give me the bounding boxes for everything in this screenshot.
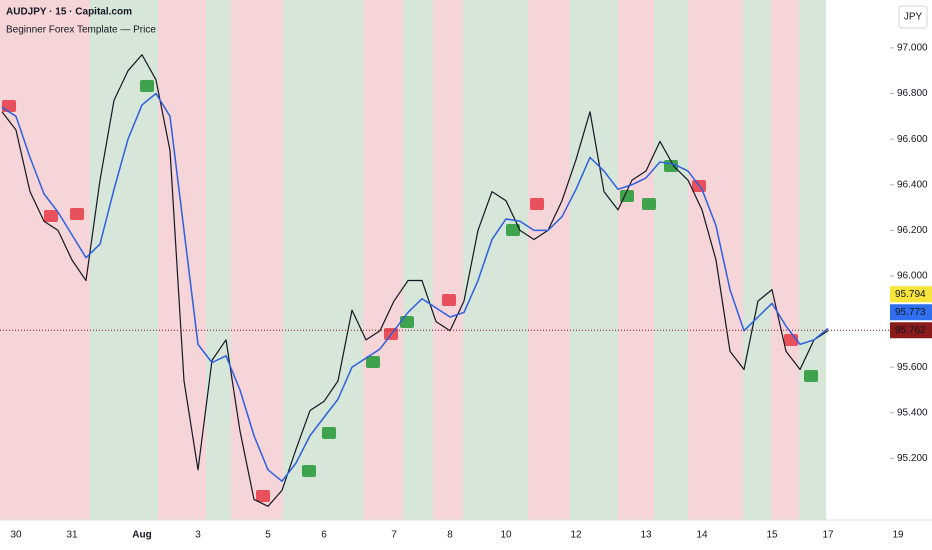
x-tick-label: 14 [696,530,708,541]
buy-marker [506,224,520,236]
price-line [1,92,829,482]
sell-marker [442,294,456,306]
buy-marker [804,370,818,382]
indicator-title: Beginner Forex Template — Price [6,25,156,36]
price-badge-label: 95.762 [895,325,926,336]
band [206,0,231,520]
band [283,0,363,520]
price-badge [890,304,932,321]
x-tick-label: 30 [10,530,22,541]
band [403,0,433,520]
sell-marker [44,210,58,222]
band [771,0,799,520]
sell-marker [256,490,270,502]
band [743,0,771,520]
band [433,0,463,520]
price-badge [890,322,932,339]
x-tick-label: 31 [66,530,78,541]
band [158,0,206,520]
band [231,0,283,520]
currency-label: JPY [904,12,923,23]
x-tick-label: 3 [195,530,201,541]
x-tick-label: Aug [132,530,151,541]
buy-marker [140,80,154,92]
buy-marker [642,198,656,210]
buy-marker [322,427,336,439]
price-badge [890,286,932,303]
band [363,0,403,520]
symbol-title: AUDJPY · 15 · Capital.com [6,7,132,18]
buy-marker [302,465,316,477]
band [618,0,654,520]
y-tick-label: 95.600 [897,362,928,373]
price-badge-label: 95.794 [895,289,926,300]
time-axis [0,520,932,550]
currency-button[interactable] [898,5,928,29]
band [654,0,688,520]
x-tick-label: 7 [391,530,397,541]
y-tick-label: 96.800 [897,88,928,99]
y-tick-label: 96.400 [897,179,928,190]
y-tick-label: 96.600 [897,134,928,145]
x-tick-label: 12 [570,530,582,541]
sell-marker [70,208,84,220]
band [570,0,618,520]
x-tick-label: 6 [321,530,327,541]
band [799,0,826,520]
band [0,0,90,520]
y-tick-label: 95.200 [897,453,928,464]
signal-bands [0,0,826,520]
y-tick-label: 96.200 [897,225,928,236]
price-line [1,54,829,507]
buy-marker [400,316,414,328]
buy-marker [366,356,380,368]
band [528,0,570,520]
x-tick-label: 13 [640,530,652,541]
price-badge-label: 95.773 [895,307,926,318]
sell-marker [2,100,16,112]
x-tick-label: 19 [892,530,904,541]
band [463,0,528,520]
x-tick-label: 5 [265,530,271,541]
x-tick-label: 8 [447,530,453,541]
sell-marker [530,198,544,210]
x-tick-label: 15 [766,530,778,541]
y-tick-label: 97.000 [897,43,928,54]
y-tick-label: 96.000 [897,271,928,282]
y-tick-label: 95.400 [897,407,928,418]
x-tick-label: 10 [500,530,512,541]
price-axis [890,0,932,550]
x-tick-label: 17 [822,530,834,541]
